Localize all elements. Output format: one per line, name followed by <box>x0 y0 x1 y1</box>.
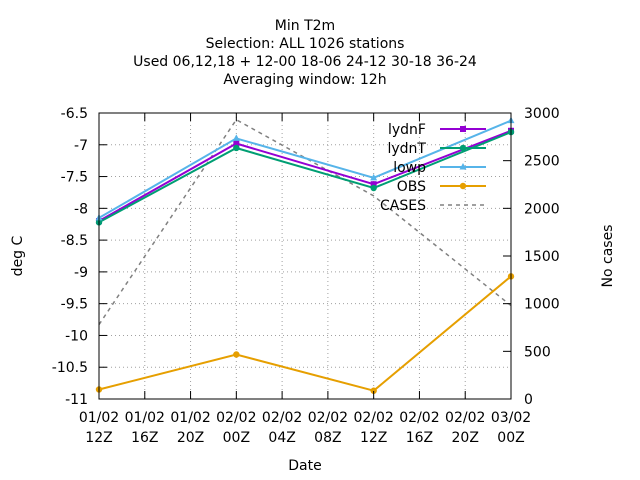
legend-item-lydnf: lydnF <box>388 122 486 138</box>
legend-marker <box>460 126 466 132</box>
y-tick-label: -10 <box>65 328 88 344</box>
y2-axis-label: No cases <box>600 225 616 288</box>
y2-tick-label: 0 <box>524 392 533 408</box>
legend-item-obs: OBS <box>397 179 486 195</box>
legend-label: lydnT <box>388 141 427 157</box>
legend: lydnF lydnT lowp OBS CASES <box>380 122 486 214</box>
y-tick-label: -8.5 <box>61 233 88 249</box>
x-tick-label-date: 02/02 <box>262 410 302 426</box>
y-tick-label: -10.5 <box>52 360 88 376</box>
x-tick-label-hour: 08Z <box>314 430 341 446</box>
x-tick-label-hour: 00Z <box>497 430 524 446</box>
series-lydnt <box>95 128 515 226</box>
data-point-lydnf <box>233 140 240 147</box>
x-tick-label-hour: 12Z <box>360 430 387 446</box>
data-point-lowp <box>232 134 240 141</box>
chart-title: Min T2m Selection: ALL 1026 stations Used … <box>133 18 477 88</box>
legend-label: CASES <box>380 198 426 214</box>
y-tick-label: -7.5 <box>61 170 88 186</box>
title-line: Selection: ALL 1026 stations <box>206 36 405 52</box>
title-line: Averaging window: 12h <box>223 72 386 88</box>
y2-tick-label: 500 <box>524 344 551 360</box>
legend-marker <box>459 144 467 152</box>
series-line-lowp <box>98 119 512 219</box>
legend-marker <box>459 182 467 190</box>
y2-tick-label: 2000 <box>524 201 560 217</box>
y2-tick-label: 2500 <box>524 154 560 170</box>
x-tick-label-date: 01/02 <box>79 410 119 426</box>
data-point-lydnf <box>370 181 377 188</box>
legend-marker <box>459 163 467 170</box>
data-point-lydnt <box>233 144 240 152</box>
x-tick-label-date: 03/02 <box>491 410 531 426</box>
y-tick-label: -6.5 <box>61 106 88 122</box>
series-line-lydnf <box>98 129 512 222</box>
y2-axis-ticks: 3000 2500 2000 1500 1000 500 0 <box>503 106 560 408</box>
series-obs <box>95 273 515 394</box>
series-cases <box>98 118 512 326</box>
x-tick-label-date: 02/02 <box>399 410 439 426</box>
title-line: Min T2m <box>275 18 335 34</box>
x-tick-label-hour: 04Z <box>268 430 295 446</box>
legend-item-lydnt: lydnT <box>388 141 486 157</box>
x-tick-label-date: 02/02 <box>308 410 348 426</box>
x-axis-label: Date <box>288 458 321 474</box>
y-tick-label: -8 <box>74 201 88 217</box>
data-point-lydnt <box>370 184 377 192</box>
x-tick-label-hour: 16Z <box>406 430 433 446</box>
title-line: Used 06,12,18 + 12-00 18-06 24-12 30-18 … <box>133 54 477 70</box>
data-point-obs <box>233 351 240 358</box>
legend-item-cases: CASES <box>380 198 486 214</box>
data-point-obs <box>370 387 377 394</box>
y2-tick-label: 1500 <box>524 249 560 265</box>
y2-tick-label: 3000 <box>524 106 560 122</box>
x-tick-label-hour: 20Z <box>177 430 204 446</box>
x-tick-label-date: 01/02 <box>125 410 165 426</box>
y-tick-label: -9 <box>74 265 88 281</box>
y-tick-label: -9.5 <box>61 297 88 313</box>
legend-label: lowp <box>393 160 426 176</box>
legend-label: lydnF <box>388 122 426 138</box>
x-tick-label-date: 02/02 <box>445 410 485 426</box>
series-lydnf <box>96 127 514 225</box>
x-axis-ticks: 01/02 12Z 01/02 16Z 01/02 20Z 02/02 00Z 02/02 04Z… <box>79 113 531 446</box>
x-tick-label-hour: 20Z <box>452 430 479 446</box>
x-tick-label-date: 01/02 <box>170 410 210 426</box>
series-line-obs <box>98 275 512 392</box>
x-tick-label-date: 02/02 <box>216 410 256 426</box>
x-tick-label-hour: 12Z <box>85 430 112 446</box>
legend-item-lowp: lowp <box>393 160 486 176</box>
series-layer <box>95 116 515 394</box>
y-axis-label: deg C <box>10 235 26 276</box>
y-axis-ticks: -6.5 -7 -7.5 -8 -8.5 -9 -9.5 -10 -10.5 -11 <box>52 106 107 408</box>
grid <box>99 113 511 399</box>
series-line-lydnt <box>98 131 512 224</box>
y-tick-label: -11 <box>65 392 88 408</box>
x-tick-label-hour: 16Z <box>131 430 158 446</box>
legend-label: OBS <box>397 179 426 195</box>
series-line-cases <box>98 118 512 326</box>
y2-tick-label: 1000 <box>524 297 560 313</box>
x-tick-label-hour: 00Z <box>223 430 250 446</box>
x-tick-label-date: 02/02 <box>353 410 393 426</box>
y-tick-label: -7 <box>74 138 88 154</box>
data-point-lowp <box>370 173 378 181</box>
